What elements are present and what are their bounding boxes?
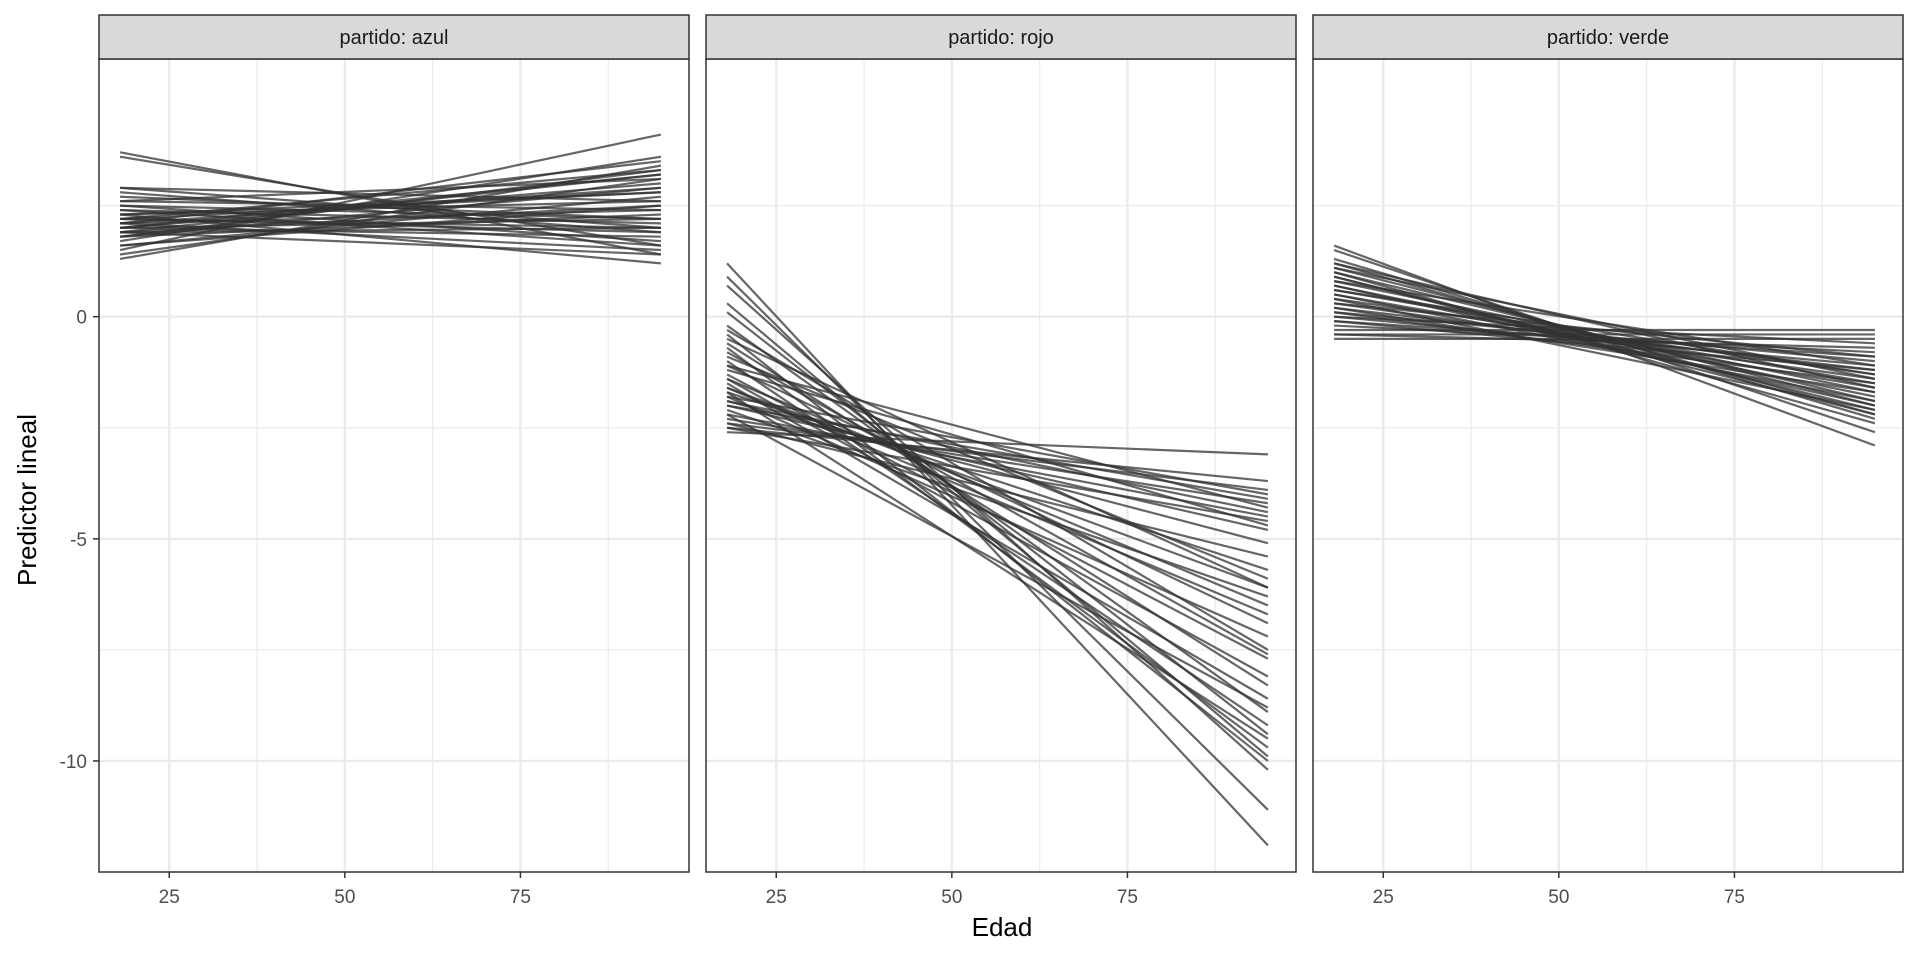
- series-line: [726, 408, 1269, 598]
- y-axis-title: Predictor lineal: [12, 414, 42, 586]
- x-tick-label: 75: [1724, 887, 1745, 908]
- series-line: [726, 400, 1269, 514]
- series-line: [1333, 302, 1876, 358]
- series-line: [726, 337, 1269, 589]
- series-line: [726, 426, 1269, 523]
- facet-strip: [98, 14, 690, 60]
- series-line: [726, 342, 1269, 687]
- x-tick-label: 50: [1548, 887, 1569, 908]
- series-line: [726, 262, 1269, 847]
- series-line: [726, 395, 1269, 496]
- series-line: [119, 186, 661, 225]
- series-line: [726, 368, 1269, 527]
- series-line: [726, 377, 1269, 607]
- series-line: [120, 222, 661, 252]
- panel-background: [1313, 59, 1903, 872]
- series-line: [1333, 262, 1876, 389]
- series-line: [726, 355, 1269, 580]
- series-line: [1333, 311, 1876, 385]
- series-line: [119, 208, 661, 247]
- y-tick-label: -5: [70, 530, 87, 551]
- series-line: [120, 226, 661, 234]
- series-line: [726, 386, 1269, 616]
- series-line: [119, 213, 662, 265]
- facet-strip: [1312, 14, 1904, 60]
- series-line: [120, 231, 661, 256]
- facet-strip-label: partido: azul: [340, 27, 449, 49]
- facet-strip-label: partido: verde: [1547, 27, 1669, 49]
- series-line: [120, 204, 661, 221]
- x-tick-label: 50: [334, 887, 355, 908]
- series-line: [726, 417, 1269, 505]
- series-line: [1333, 306, 1876, 394]
- y-tick-label: 0: [76, 308, 87, 329]
- x-tick-label: 25: [1373, 887, 1394, 908]
- series-line: [1333, 288, 1876, 376]
- x-tick-label: 75: [1117, 887, 1138, 908]
- facet-panel: partido: rojo 25 50 75: [705, 14, 1297, 908]
- facet-panel: partido: verde 25 50 75: [1312, 14, 1904, 908]
- y-tick-label: -10: [60, 752, 87, 773]
- series-line: [120, 191, 661, 216]
- x-tick-label: 75: [510, 887, 531, 908]
- facet-strip-label: partido: rojo: [948, 27, 1054, 49]
- series-line: [120, 186, 661, 203]
- series-line: [726, 422, 1269, 558]
- series-line: [727, 431, 1268, 456]
- series-line: [1333, 297, 1876, 412]
- series-line: [1334, 333, 1875, 349]
- series-line: [726, 413, 1269, 709]
- series-line: [726, 364, 1269, 509]
- x-axis-title: Edad: [972, 912, 1033, 942]
- facet-strip: [705, 14, 1297, 60]
- series-line: [726, 346, 1269, 749]
- series-line: [1333, 320, 1876, 372]
- x-tick-label: 25: [766, 887, 787, 908]
- series-line: [726, 364, 1269, 625]
- facet-panel: partido: azul 25 50 75: [98, 14, 690, 908]
- series-line: [1333, 280, 1876, 367]
- series-line: [726, 377, 1269, 678]
- series-line: [119, 195, 662, 247]
- series-line: [119, 177, 662, 256]
- series-line: [119, 160, 662, 225]
- x-tick-label: 50: [941, 887, 962, 908]
- series-line: [120, 226, 661, 238]
- series-line: [119, 173, 662, 229]
- series-line: [119, 204, 661, 247]
- x-tick-label: 25: [159, 887, 180, 908]
